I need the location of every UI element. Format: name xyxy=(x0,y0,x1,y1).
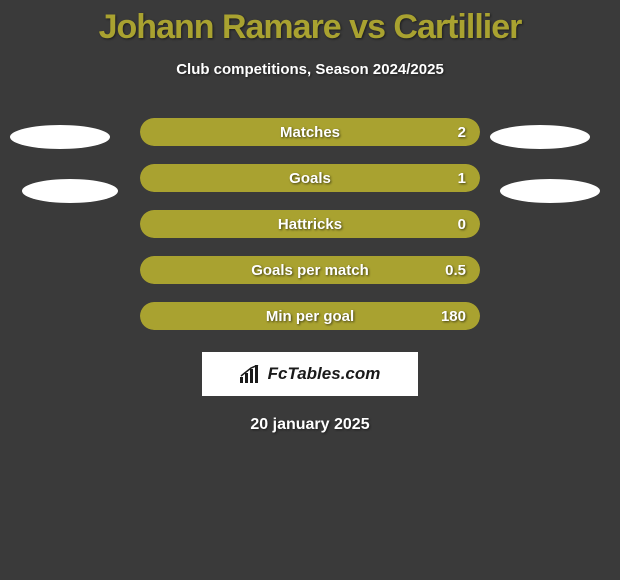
stat-row-value: 0.5 xyxy=(445,256,466,284)
stat-row-label: Goals per match xyxy=(140,256,480,284)
page-subtitle: Club competitions, Season 2024/2025 xyxy=(0,61,620,78)
stat-row-label: Hattricks xyxy=(140,210,480,238)
stat-row-label: Min per goal xyxy=(140,302,480,330)
stats-rows: Matches2Goals1Hattricks0Goals per match0… xyxy=(0,118,620,330)
stat-row: Goals1 xyxy=(140,164,480,192)
decoration-ellipse xyxy=(490,125,590,149)
brand-logo: FcTables.com xyxy=(202,352,418,396)
decoration-ellipse xyxy=(500,179,600,203)
stat-row: Hattricks0 xyxy=(140,210,480,238)
decoration-ellipse xyxy=(22,179,118,203)
comparison-panel: Johann Ramare vs Cartillier Club competi… xyxy=(0,0,620,434)
stat-row: Min per goal180 xyxy=(140,302,480,330)
stat-row-value: 180 xyxy=(441,302,466,330)
stat-row-value: 2 xyxy=(458,118,466,146)
stat-row: Matches2 xyxy=(140,118,480,146)
stat-row-label: Matches xyxy=(140,118,480,146)
stat-row-value: 1 xyxy=(458,164,466,192)
decoration-ellipse xyxy=(10,125,110,149)
stat-row-label: Goals xyxy=(140,164,480,192)
date-label: 20 january 2025 xyxy=(0,416,620,434)
bar-chart-icon xyxy=(240,365,262,383)
stat-row-value: 0 xyxy=(458,210,466,238)
stat-row: Goals per match0.5 xyxy=(140,256,480,284)
page-title: Johann Ramare vs Cartillier xyxy=(0,0,620,47)
brand-logo-text: FcTables.com xyxy=(268,364,381,384)
